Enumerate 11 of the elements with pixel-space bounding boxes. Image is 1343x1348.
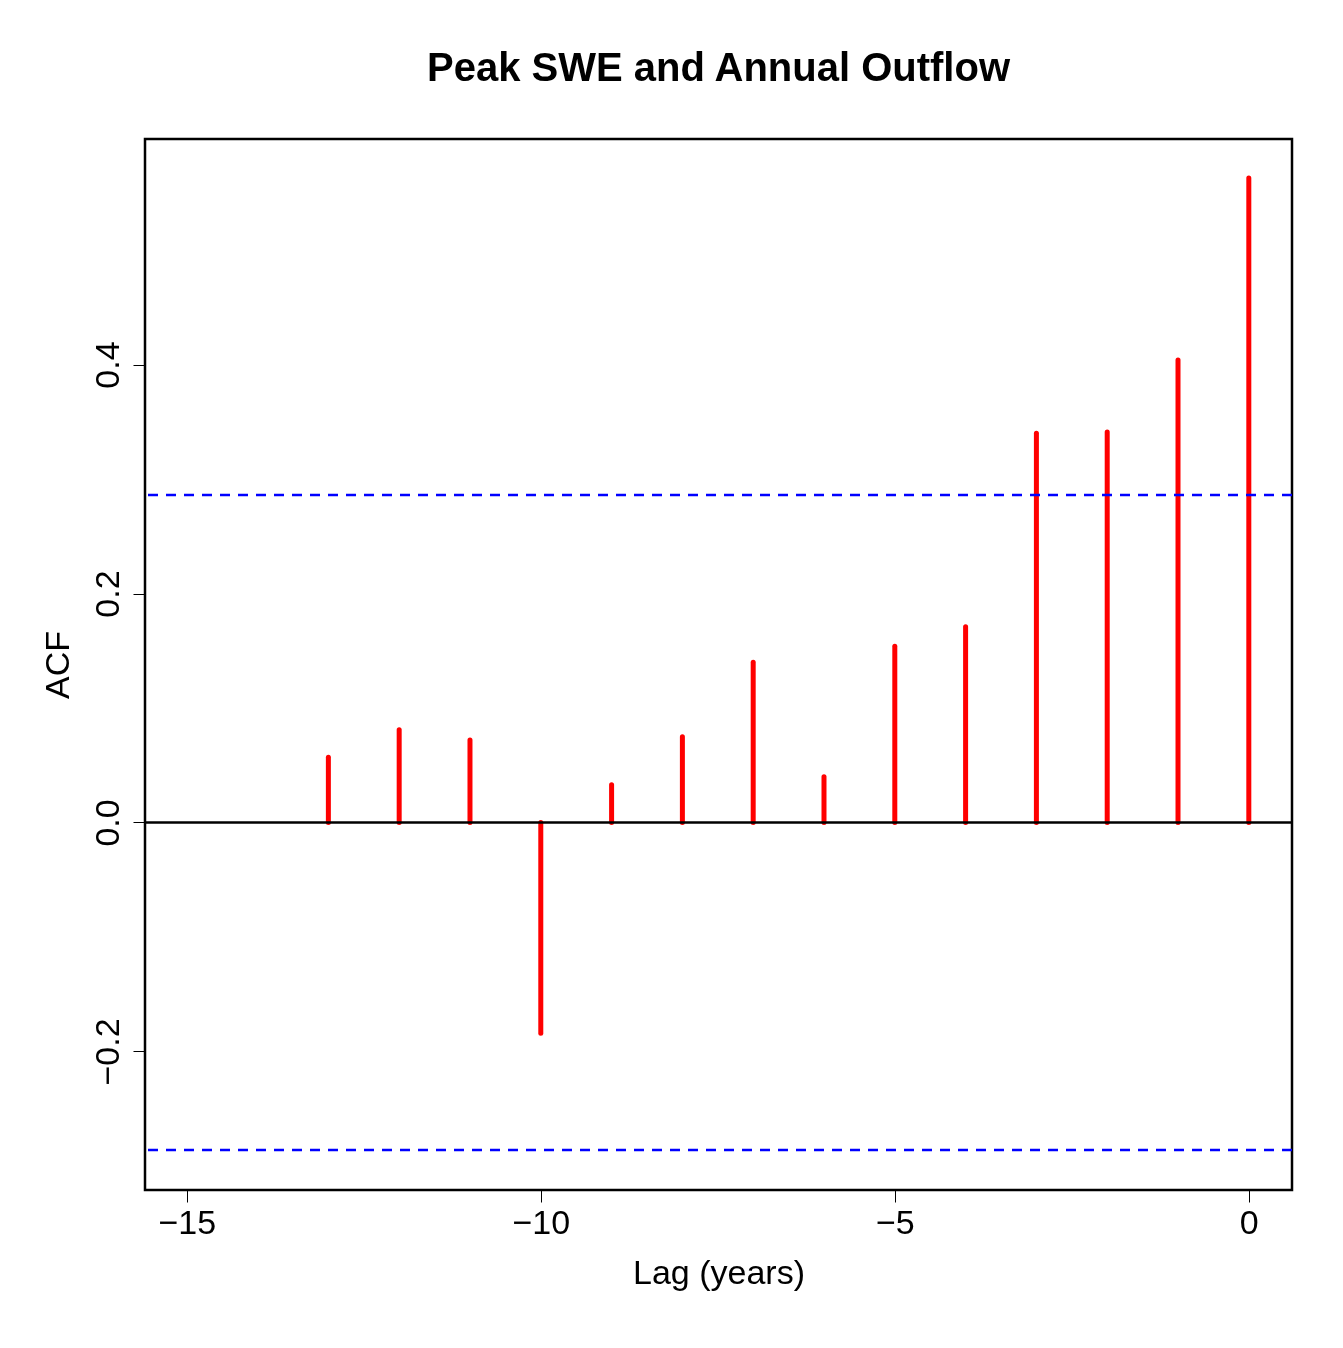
x-tick-label: 0 (1239, 1202, 1259, 1241)
x-tick-label: −15 (158, 1202, 217, 1241)
y-axis-title: ACF (37, 631, 76, 699)
x-tick-label: −5 (875, 1202, 915, 1241)
y-tick-label: 0.4 (87, 341, 126, 389)
x-axis-title: Lag (years) (633, 1252, 805, 1291)
y-tick-label: −0.2 (87, 1018, 126, 1086)
y-tick-label: 0.0 (87, 799, 126, 847)
chart-title: Peak SWE and Annual Outflow (426, 45, 1011, 89)
x-tick-label: −10 (512, 1202, 571, 1241)
y-tick-label: 0.2 (87, 570, 126, 618)
